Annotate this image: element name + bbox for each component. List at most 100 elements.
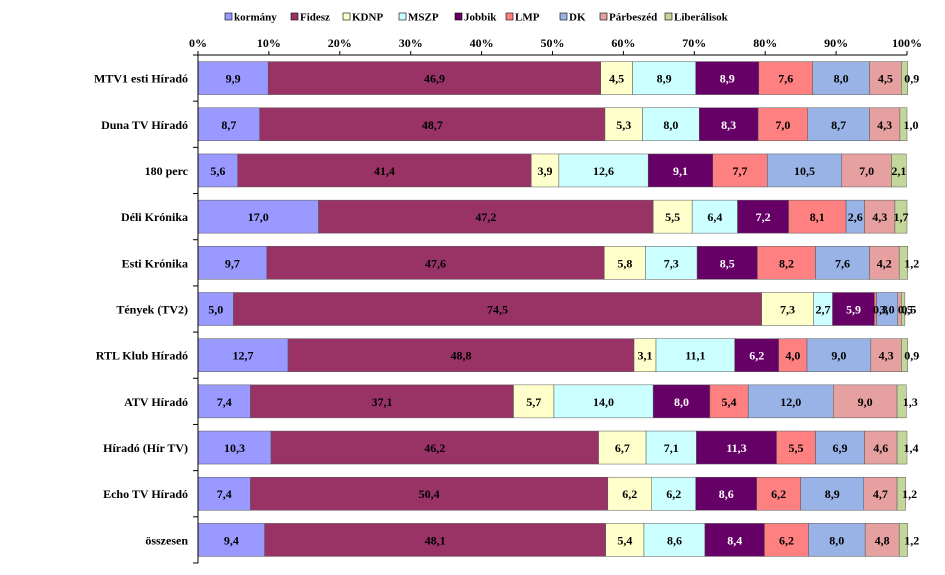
data-label: 5,5 [665, 210, 680, 224]
bar-segment-lmp [709, 384, 749, 419]
bar-segment-jobbik [647, 153, 713, 188]
bar-segment-fidesz [270, 430, 599, 465]
data-label: 9,4 [224, 533, 239, 547]
bar-segment-fidesz [250, 476, 609, 511]
data-label: 6,9 [832, 441, 847, 455]
x-tick-label: 70% [682, 36, 706, 50]
bar-segment-liberálisok [901, 292, 906, 326]
data-label: 8,5 [720, 256, 735, 270]
bar-segment-jobbik [832, 292, 875, 326]
x-tick-label: 30% [399, 36, 423, 50]
data-label: 6,2 [771, 487, 786, 501]
bar-segment-liberálisok [898, 246, 908, 280]
data-label: 12,7 [233, 349, 254, 363]
data-label: 0,9 [904, 349, 919, 363]
bar-segment-fidesz [233, 292, 762, 326]
data-label: 8,4 [727, 533, 742, 547]
data-label: 0,5 [898, 303, 913, 317]
bar-segment-mszp [558, 153, 649, 188]
bar-segment-kormány [197, 246, 268, 280]
bar-segment-dk [815, 430, 865, 465]
bar-segment-kdnp [652, 199, 693, 234]
legend-label: Párbeszéd [609, 12, 657, 24]
category-label: Híradó (Hír TV) [103, 441, 188, 455]
bar-segment-liberálisok [896, 476, 906, 511]
data-label: 7,1 [664, 441, 679, 455]
data-label: 9,0 [831, 349, 846, 363]
data-label: 11,1 [685, 349, 705, 363]
bar-segment-lmp [756, 476, 801, 511]
category-label: 180 perc [145, 164, 189, 178]
data-label: 5,5 [789, 441, 804, 455]
bar-segment-liberálisok [894, 199, 908, 234]
data-label: 7,3 [664, 256, 679, 270]
bar-segment-mszp [651, 476, 696, 511]
bar-segment-jobbik [652, 384, 711, 419]
bar-segment-liberálisok [898, 523, 908, 557]
data-label: 9,7 [225, 256, 240, 270]
bar-segment-jobbik [695, 476, 757, 511]
data-label: 6,2 [622, 487, 637, 501]
bar-segment-kormány [197, 153, 238, 188]
bar-segment-liberálisok [899, 107, 908, 142]
bar-segment-dk [807, 107, 870, 142]
legend-swatch-lmp [505, 12, 514, 21]
legend-swatch-kormány [224, 12, 233, 21]
category-label: ATV Híradó [124, 395, 188, 409]
bar-segment-kormány [197, 384, 251, 419]
data-label: 1,4 [904, 441, 919, 455]
x-tick-label: 80% [753, 36, 777, 50]
data-label: 8,2 [779, 256, 794, 270]
data-label: 0,9 [904, 72, 919, 86]
bar-segment-kormány [197, 292, 234, 326]
data-label: 47,6 [425, 256, 446, 270]
data-label: 9,9 [226, 72, 241, 86]
x-tick-label: 100% [892, 36, 922, 50]
category-label: Duna TV Híradó [101, 118, 188, 132]
bar-segment-fidesz [287, 338, 635, 372]
bar-segment-lmp [788, 199, 847, 234]
data-label: 8,3 [721, 118, 736, 132]
bar-segment-párbeszéd [869, 107, 901, 142]
bar-segment-mszp [691, 199, 738, 234]
data-label: 9,1 [673, 164, 688, 178]
bar-segment-kdnp [605, 523, 645, 557]
bar-segment-lmp [776, 430, 816, 465]
category-label: Echo TV Híradó [103, 487, 188, 501]
bar-segment-párbeszéd [864, 430, 898, 465]
data-label: 48,8 [451, 349, 472, 363]
x-axis: 0% 10% 20% 30% 40% 50% 60% 70% 80% 90% 100% [189, 36, 922, 56]
category-label: Esti Krónika [122, 256, 188, 270]
data-label: 8,9 [720, 72, 735, 86]
data-label: 46,2 [424, 441, 445, 455]
bar-segment-jobbik [704, 523, 765, 557]
data-label: 8,9 [825, 487, 840, 501]
data-label: 4,3 [877, 118, 892, 132]
bar-segment-lmp [758, 61, 813, 95]
bar-segment-dk [800, 476, 865, 511]
data-label: 1,2 [904, 256, 919, 270]
data-label: 8,6 [667, 533, 682, 547]
bar-segment-párbeszéd [870, 338, 902, 372]
data-label: 12,0 [780, 395, 801, 409]
bar-segment-lmp [764, 523, 809, 557]
data-label: 6,2 [749, 349, 764, 363]
x-tick-label: 50% [541, 36, 565, 50]
data-label: 10,5 [794, 164, 815, 178]
legend-swatch-dk [559, 12, 568, 21]
bar-segment-jobbik [737, 199, 789, 234]
data-label: 1,2 [904, 533, 919, 547]
data-label: 7,3 [780, 303, 795, 317]
bar-segment-kdnp [600, 61, 633, 95]
x-tick-label: 90% [824, 36, 848, 50]
data-label: 7,7 [733, 164, 748, 178]
category-label: Déli Krónika [121, 210, 188, 224]
data-label: 8,6 [719, 487, 734, 501]
data-label: 7,4 [217, 395, 232, 409]
category-label: Tények (TV2) [116, 303, 188, 317]
data-label: 4,8 [875, 533, 890, 547]
legend-label: kormány [234, 12, 277, 24]
data-label: 8,0 [829, 533, 844, 547]
bar-segment-jobbik [695, 61, 760, 95]
